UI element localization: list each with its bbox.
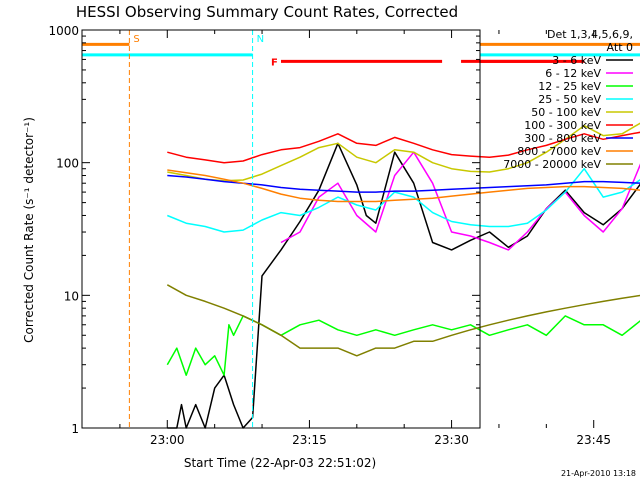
series-7000-20000-kev xyxy=(166,284,640,357)
legend-label-100-300-kev: 100 - 300 keV xyxy=(524,119,601,132)
x-tick-label: 23:45 xyxy=(576,433,611,447)
y-tick-label: 100 xyxy=(56,157,79,171)
legend-label-25-50-kev: 25 - 50 keV xyxy=(538,93,601,106)
x-tick-label: 23:15 xyxy=(292,433,327,447)
flag-markers: S N F xyxy=(128,30,278,428)
generation-timestamp: 21-Apr-2010 13:18 xyxy=(561,469,636,478)
series-100-300-kev xyxy=(167,131,640,164)
y-tick-label: 1000 xyxy=(48,24,79,38)
y-axis-label: Corrected Count Rate (s⁻¹ detector⁻¹) xyxy=(22,117,36,343)
legend-label-6-12-kev: 6 - 12 keV xyxy=(545,67,601,80)
legend-label-50-100-kev: 50 - 100 keV xyxy=(531,106,601,119)
series-3-6-kev xyxy=(167,142,640,429)
plot-frame xyxy=(81,29,481,429)
series-800-7000-kev xyxy=(167,169,640,203)
legend-header-attenuator: Att 0 xyxy=(607,41,633,54)
y-axis-ticks: 1 10 100 1000 xyxy=(48,24,480,436)
x-tick-label: 23:00 xyxy=(150,433,185,447)
y-tick-label: 10 xyxy=(64,289,79,303)
chart-title: HESSI Observing Summary Count Rates, Cor… xyxy=(76,3,458,21)
legend-label-3-6-kev: 3 - 6 keV xyxy=(552,54,601,67)
series-300-800-kev xyxy=(167,174,640,193)
marker-f-label: F xyxy=(271,57,278,68)
legend-label-800-7000-kev: 800 - 7000 keV xyxy=(517,145,601,158)
marker-s-label: S xyxy=(133,34,139,45)
flag-bars xyxy=(82,42,640,63)
x-tick-label: 23:30 xyxy=(434,433,469,447)
legend-header-detectors: Det 1,3,4,5,6,9, xyxy=(547,28,633,41)
plot-area: SNF 23:0023:1523:3023:4500:0000:1500:30 … xyxy=(48,24,640,447)
legend-label-300-800-kev: 300 - 800 keV xyxy=(524,132,601,145)
series-lines xyxy=(166,122,640,429)
y-tick-label: 1 xyxy=(71,422,79,436)
x-axis-label: Start Time (22-Apr-03 22:51:02) xyxy=(184,456,376,470)
marker-n-label: N xyxy=(257,34,264,45)
legend-label-7000-20000-kev: 7000 - 20000 keV xyxy=(503,158,601,171)
series-50-100-kev xyxy=(167,122,640,182)
series-12-25-kev xyxy=(166,315,640,376)
series-25-50-kev xyxy=(167,167,640,233)
legend-label-12-25-kev: 12 - 25 keV xyxy=(538,80,601,93)
